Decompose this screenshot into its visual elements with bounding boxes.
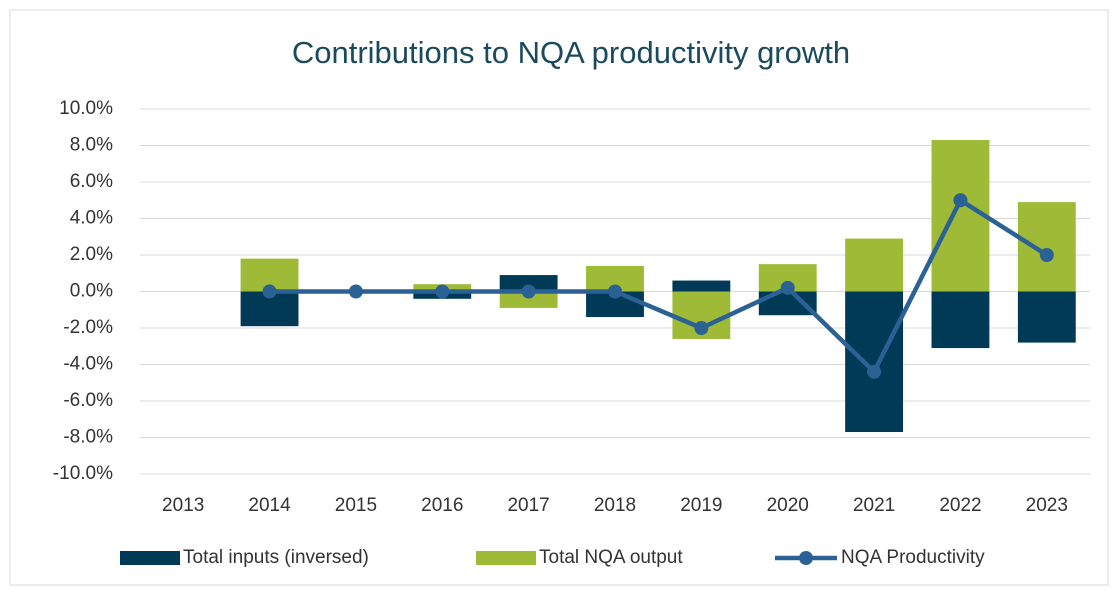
line [269,198,1049,375]
bar [845,291,904,433]
y-tick-label: -4.0% [63,354,113,375]
bar [672,280,731,292]
x-tick-label: 2015 [335,495,377,516]
chart-frame [9,9,1109,586]
x-tick-label: 2021 [853,495,895,516]
y-tick-label: -10.0% [53,463,113,484]
x-tick-label: 2023 [1026,495,1068,516]
line-marker [780,280,795,295]
line-marker [435,284,450,299]
line-marker [694,321,709,335]
line-marker [1039,248,1054,262]
y-tick-label: 8.0% [70,135,113,156]
line-marker [521,284,536,299]
legend-swatch [799,551,813,565]
legend-label: Total NQA output [539,547,683,568]
legend-label: Total inputs (inversed) [183,547,369,568]
legend-label: NQA Productivity [841,547,985,568]
bar [1017,202,1076,292]
x-tick-label: 2014 [248,495,291,516]
y-tick-label: 6.0% [70,171,113,192]
bar [931,140,990,292]
bar [499,291,558,308]
line-marker [262,284,277,299]
y-tick-label: 4.0% [70,208,113,229]
bar [1017,291,1076,343]
line-marker [348,284,363,299]
y-tick-label: 0.0% [70,281,113,302]
bar [845,238,904,292]
x-tick-label: 2022 [939,495,981,516]
y-tick-label: -2.0% [63,317,113,338]
legend-swatch [476,551,536,565]
bar [499,275,558,292]
x-tick-label: 2019 [680,495,722,516]
y-tick-label: -6.0% [63,390,113,411]
line-marker [953,193,968,208]
bar [758,291,817,316]
bar [931,291,990,349]
chart-title: Contributions to NQA productivity growth [292,35,850,70]
x-tick-label: 2020 [767,495,809,516]
x-tick-label: 2013 [162,495,204,516]
line-marker [608,284,622,299]
x-tick-label: 2016 [421,495,463,516]
x-tick-label: 2017 [507,495,549,516]
y-tick-label: -8.0% [63,427,113,448]
legend-swatch [120,551,180,565]
line-marker [867,364,882,379]
y-tick-label: 10.0% [59,98,113,119]
x-tick-label: 2018 [594,495,636,516]
y-tick-label: 2.0% [70,244,113,265]
